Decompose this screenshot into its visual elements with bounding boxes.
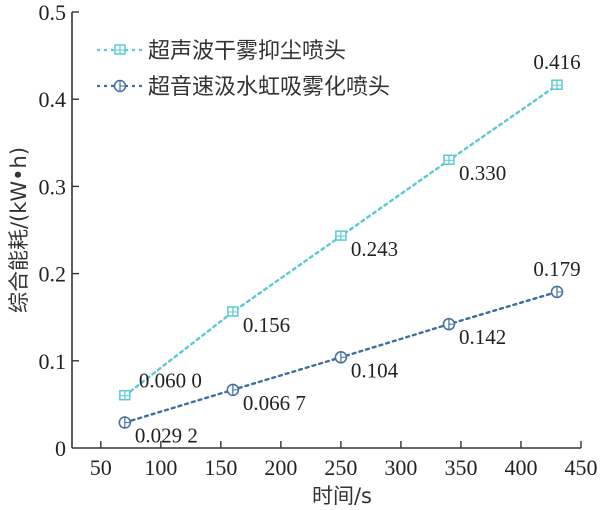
x-tick-label: 200 — [264, 455, 297, 480]
x-tick-label: 350 — [444, 455, 477, 480]
circle-marker-icon — [334, 351, 348, 364]
x-tick-label: 150 — [204, 455, 237, 480]
data-label: 0.330 — [459, 161, 506, 185]
data-label: 0.066 7 — [243, 391, 306, 415]
data-label: 0.243 — [351, 237, 398, 261]
y-tick-label: 0.2 — [39, 262, 67, 287]
circle-marker-icon — [442, 317, 456, 331]
square-marker-icon — [119, 389, 131, 401]
x-tick-label: 400 — [504, 455, 537, 480]
x-axis-title: 时间/s — [312, 484, 372, 508]
legend-label: 超音速汲水虹吸雾化喷头 — [148, 75, 390, 100]
y-axis-title: 综合能耗/(kW•h) — [7, 147, 31, 313]
legend-item-2: 超音速汲水虹吸雾化喷头 — [97, 75, 390, 100]
square-marker-icon — [227, 306, 239, 317]
x-tick-label: 100 — [144, 455, 177, 480]
data-label: 0.416 — [533, 50, 580, 74]
data-label: 0.060 0 — [139, 369, 202, 393]
series-1: 0.060 0 0.156 0.243 0.330 0.416 — [119, 50, 581, 401]
square-marker-icon — [551, 79, 563, 90]
data-label: 0.104 — [351, 358, 399, 382]
circle-marker-icon — [118, 416, 132, 429]
data-label: 0.179 — [533, 257, 580, 281]
x-tick-label: 300 — [384, 455, 417, 480]
legend-label: 超声波干雾抑尘喷头 — [148, 39, 346, 64]
y-tick-label: 0.4 — [39, 87, 67, 112]
data-label: 0.156 — [243, 313, 290, 337]
x-tick-label: 250 — [324, 455, 357, 480]
y-tick-label: 0.3 — [39, 174, 67, 199]
legend-item-1: 超声波干雾抑尘喷头 — [97, 39, 346, 64]
square-marker-icon — [114, 44, 126, 55]
square-marker-icon — [335, 230, 347, 241]
circle-marker-icon — [226, 383, 240, 397]
series-layer: 0.060 0 0.156 0.243 0.330 0.416 0.029 2 0.066 … — [118, 50, 581, 448]
square-marker-icon — [443, 154, 455, 165]
circle-marker-icon — [550, 285, 564, 299]
data-label: 0.029 2 — [135, 424, 198, 448]
y-tick-label: 0 — [55, 436, 66, 461]
axes: 0 0.1 0.2 0.3 0.4 0.5 50 100 150 200 250 300 350 400 4… — [39, 0, 598, 480]
series-2: 0.029 2 0.066 7 0.104 0.142 0.179 — [118, 257, 581, 448]
x-tick-label: 50 — [90, 455, 112, 480]
circle-marker-icon — [113, 79, 127, 93]
x-tick-label: 450 — [565, 455, 598, 480]
y-tick-label: 0.5 — [39, 0, 67, 25]
y-tick-label: 0.1 — [39, 349, 67, 374]
data-label: 0.142 — [459, 325, 506, 349]
